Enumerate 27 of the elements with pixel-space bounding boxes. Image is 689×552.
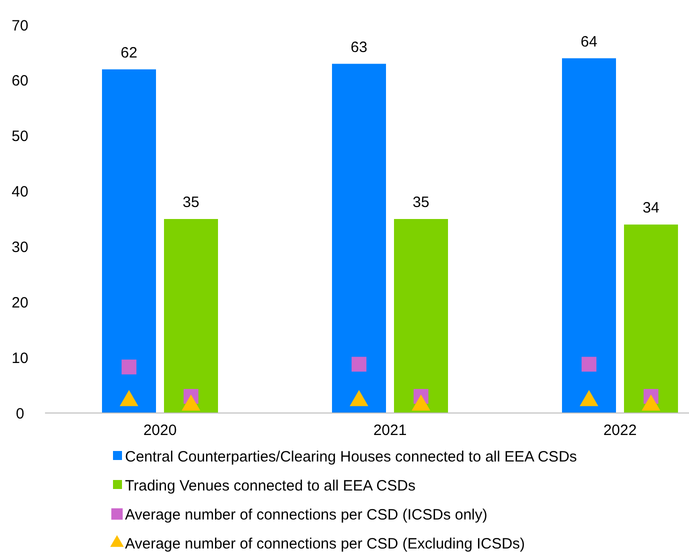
y-tick-label: 10 bbox=[12, 350, 28, 367]
y-tick-label: 20 bbox=[12, 294, 28, 312]
data-label: 64 bbox=[580, 33, 598, 50]
y-tick-label: 60 bbox=[12, 72, 28, 90]
bar bbox=[164, 219, 218, 413]
legend-label: Trading Venues connected to all EEA CSDs bbox=[125, 477, 416, 494]
bar bbox=[102, 69, 156, 413]
y-tick-label: 50 bbox=[12, 128, 28, 146]
x-tick-label: 2021 bbox=[373, 422, 407, 439]
x-tick-label: 2022 bbox=[603, 422, 637, 439]
legend-label: Average number of connections per CSD (Excluding ICSDs) bbox=[125, 535, 525, 552]
data-label: 35 bbox=[182, 194, 200, 211]
data-label: 34 bbox=[642, 200, 660, 217]
y-tick-label: 70 bbox=[12, 17, 28, 34]
x-tick-label: 2020 bbox=[143, 422, 177, 439]
legend-label: Average number of connections per CSD (ICSDs only) bbox=[125, 506, 488, 524]
data-label: 63 bbox=[350, 38, 368, 56]
y-tick-label: 0 bbox=[16, 405, 24, 422]
legend-label: Central Counterparties/Clearing Houses connected to all EEA CSDs bbox=[125, 448, 577, 466]
y-tick-label: 30 bbox=[12, 238, 28, 256]
y-tick-label: 40 bbox=[12, 184, 28, 201]
data-label: 35 bbox=[412, 194, 430, 211]
bar bbox=[332, 64, 386, 413]
bar bbox=[394, 219, 448, 413]
data-label: 62 bbox=[120, 44, 138, 62]
bar bbox=[624, 224, 678, 413]
bar bbox=[562, 58, 616, 413]
